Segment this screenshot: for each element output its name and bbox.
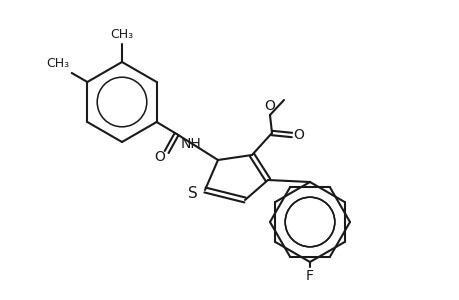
Text: NH: NH: [180, 137, 201, 151]
Text: CH₃: CH₃: [46, 57, 70, 70]
Text: S: S: [188, 185, 197, 200]
Text: CH₃: CH₃: [110, 28, 133, 41]
Text: F: F: [305, 269, 313, 283]
Text: O: O: [154, 150, 165, 164]
Text: O: O: [293, 128, 304, 142]
Text: O: O: [264, 99, 275, 113]
